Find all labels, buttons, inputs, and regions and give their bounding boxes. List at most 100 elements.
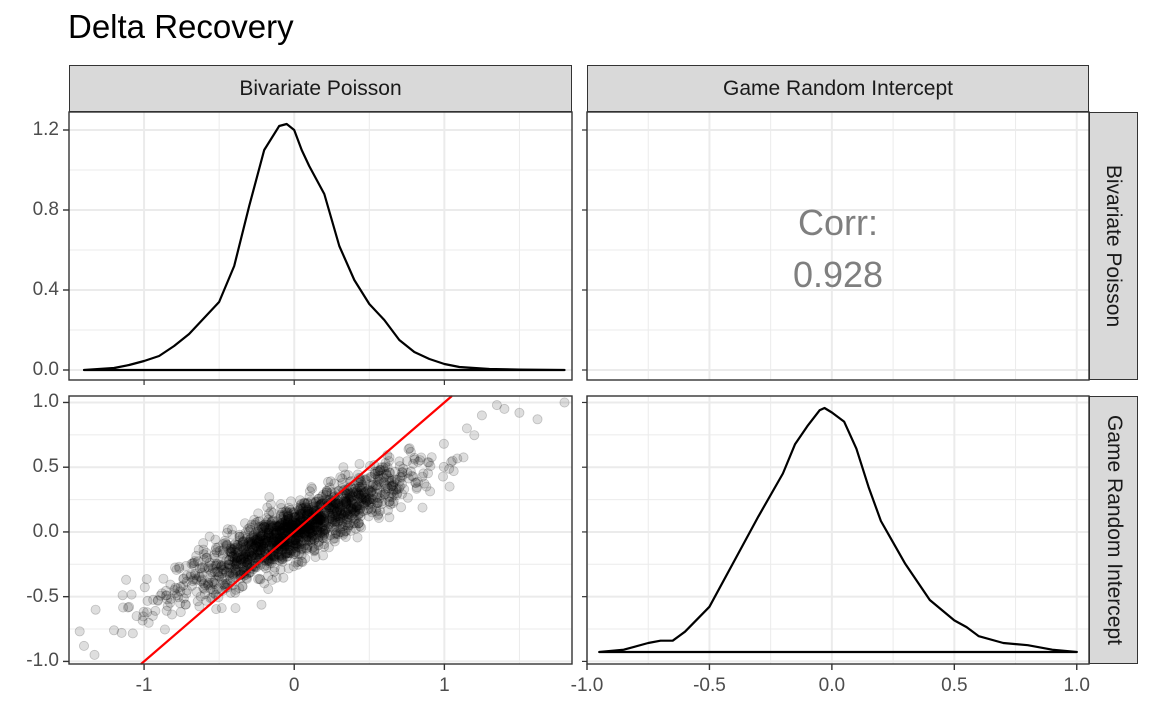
scatter-point — [273, 520, 284, 531]
scatter-point — [245, 536, 256, 547]
scatter-point — [296, 506, 307, 517]
scatter-point — [278, 511, 289, 522]
scatter-point — [221, 539, 232, 550]
scatter-point — [312, 514, 323, 525]
scatter-point — [299, 529, 310, 540]
scatter-point — [390, 466, 401, 477]
scatter-point — [180, 599, 191, 610]
scatter-point — [284, 548, 295, 559]
scatter-point — [293, 529, 304, 540]
scatter-point — [260, 519, 271, 530]
scatter-point — [303, 535, 314, 546]
scatter-point — [349, 514, 360, 525]
scatter-point — [302, 544, 313, 555]
scatter-point — [293, 539, 304, 550]
scatter-point — [297, 532, 308, 543]
scatter-point — [347, 498, 358, 509]
scatter-point — [409, 454, 420, 465]
scatter-point — [338, 509, 349, 520]
scatter-point — [198, 578, 209, 589]
scatter-point — [226, 544, 237, 555]
scatter-point — [235, 554, 246, 565]
scatter-point — [412, 476, 423, 487]
scatter-point — [341, 492, 352, 503]
scatter-point — [306, 534, 317, 545]
scatter-point — [263, 508, 274, 519]
scatter-point — [345, 476, 356, 487]
scatter-point — [256, 544, 267, 555]
scatter-point — [332, 510, 343, 521]
scatter-point — [224, 568, 235, 579]
scatter-point — [222, 527, 233, 538]
scatter-point — [341, 498, 352, 509]
scatter-point — [156, 588, 167, 599]
scatter-point — [329, 533, 340, 544]
scatter-point — [357, 479, 368, 490]
scatter-point — [234, 535, 245, 546]
scatter-point — [281, 543, 292, 554]
scatter-point — [236, 552, 247, 563]
scatter-point — [318, 489, 329, 500]
scatter-point — [347, 491, 358, 502]
scatter-point — [295, 500, 306, 511]
scatter-point — [404, 443, 415, 454]
scatter-point — [345, 525, 356, 536]
scatter-point — [230, 560, 241, 571]
scatter-point — [276, 527, 287, 538]
scatter-point — [246, 540, 257, 551]
scatter-point — [395, 471, 406, 482]
scatter-point — [242, 557, 253, 568]
scatter-point — [302, 508, 313, 519]
scatter-point — [302, 542, 313, 553]
scatter-point — [281, 548, 292, 559]
scatter-point — [169, 588, 180, 599]
scatter-point — [358, 487, 369, 498]
scatter-point — [292, 538, 303, 549]
scatter-point — [341, 517, 352, 528]
scatter-point — [187, 558, 198, 569]
scatter-point — [346, 495, 357, 506]
scatter-point — [224, 563, 235, 574]
scatter-point — [265, 499, 276, 510]
scatter-point — [217, 550, 228, 561]
scatter-point — [268, 526, 279, 537]
scatter-point — [308, 498, 319, 509]
scatter-point — [368, 480, 379, 491]
scatter-point — [269, 533, 280, 544]
scatter-point — [250, 518, 261, 529]
scatter-point — [370, 479, 381, 490]
scatter-point — [330, 527, 341, 538]
scatter-point — [384, 452, 395, 463]
scatter-point — [252, 529, 263, 540]
scatter-point — [402, 492, 413, 503]
scatter-point — [405, 466, 416, 477]
scatter-point — [372, 473, 383, 484]
column-strip-label: Game Random Intercept — [723, 76, 953, 100]
scatter-point — [280, 515, 291, 526]
grid-layer — [68, 112, 1089, 664]
scatter-point — [331, 506, 342, 517]
scatter-point — [266, 520, 277, 531]
scatter-point — [268, 515, 279, 526]
scatter-point — [258, 529, 269, 540]
scatter-point — [239, 556, 250, 567]
scatter-point — [260, 535, 271, 546]
scatter-point — [242, 551, 253, 562]
scatter-point — [344, 518, 355, 529]
scatter-point — [281, 548, 292, 559]
scatter-point — [267, 515, 278, 526]
scatter-point — [339, 510, 350, 521]
scatter-point — [254, 533, 265, 544]
scatter-point — [350, 506, 361, 517]
scatter-point — [352, 483, 363, 494]
scatter-point — [259, 519, 270, 530]
scatter-point — [259, 578, 270, 589]
scatter-point — [204, 557, 215, 568]
scatter-point — [244, 522, 255, 533]
scatter-point — [255, 540, 266, 551]
scatter-point — [74, 626, 85, 637]
scatter-point — [266, 557, 277, 568]
scatter-point — [326, 497, 337, 508]
scatter-point — [257, 535, 268, 546]
scatter-point — [220, 566, 231, 577]
